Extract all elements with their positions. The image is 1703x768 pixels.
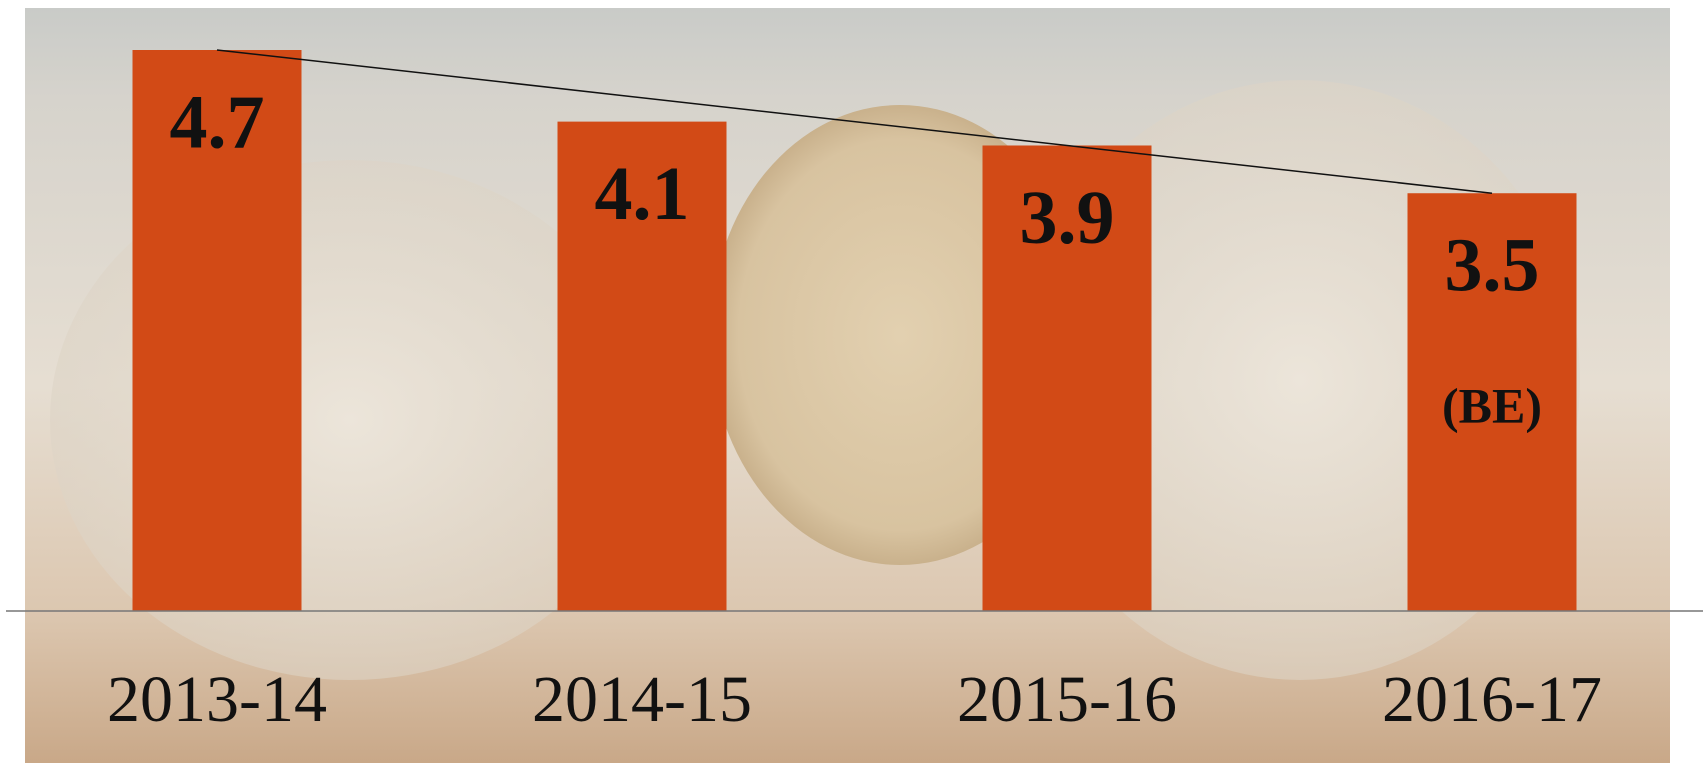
- value-label: 3.9: [1020, 176, 1115, 260]
- value-label: 4.7: [170, 80, 265, 164]
- bar: [982, 145, 1152, 611]
- x-tick-label: 2013-14: [107, 663, 327, 736]
- x-tick-label: 2015-16: [957, 663, 1177, 736]
- x-tick-label: 2016-17: [1382, 663, 1602, 736]
- value-label: 3.5: [1445, 224, 1540, 308]
- value-label: 4.1: [595, 152, 690, 236]
- bar: [557, 121, 727, 612]
- annotation: (BE): [1442, 378, 1542, 434]
- x-tick-label: 2014-15: [532, 663, 752, 736]
- bar: [1407, 193, 1577, 611]
- trend-line: [216, 49, 1493, 194]
- bar: [132, 50, 302, 611]
